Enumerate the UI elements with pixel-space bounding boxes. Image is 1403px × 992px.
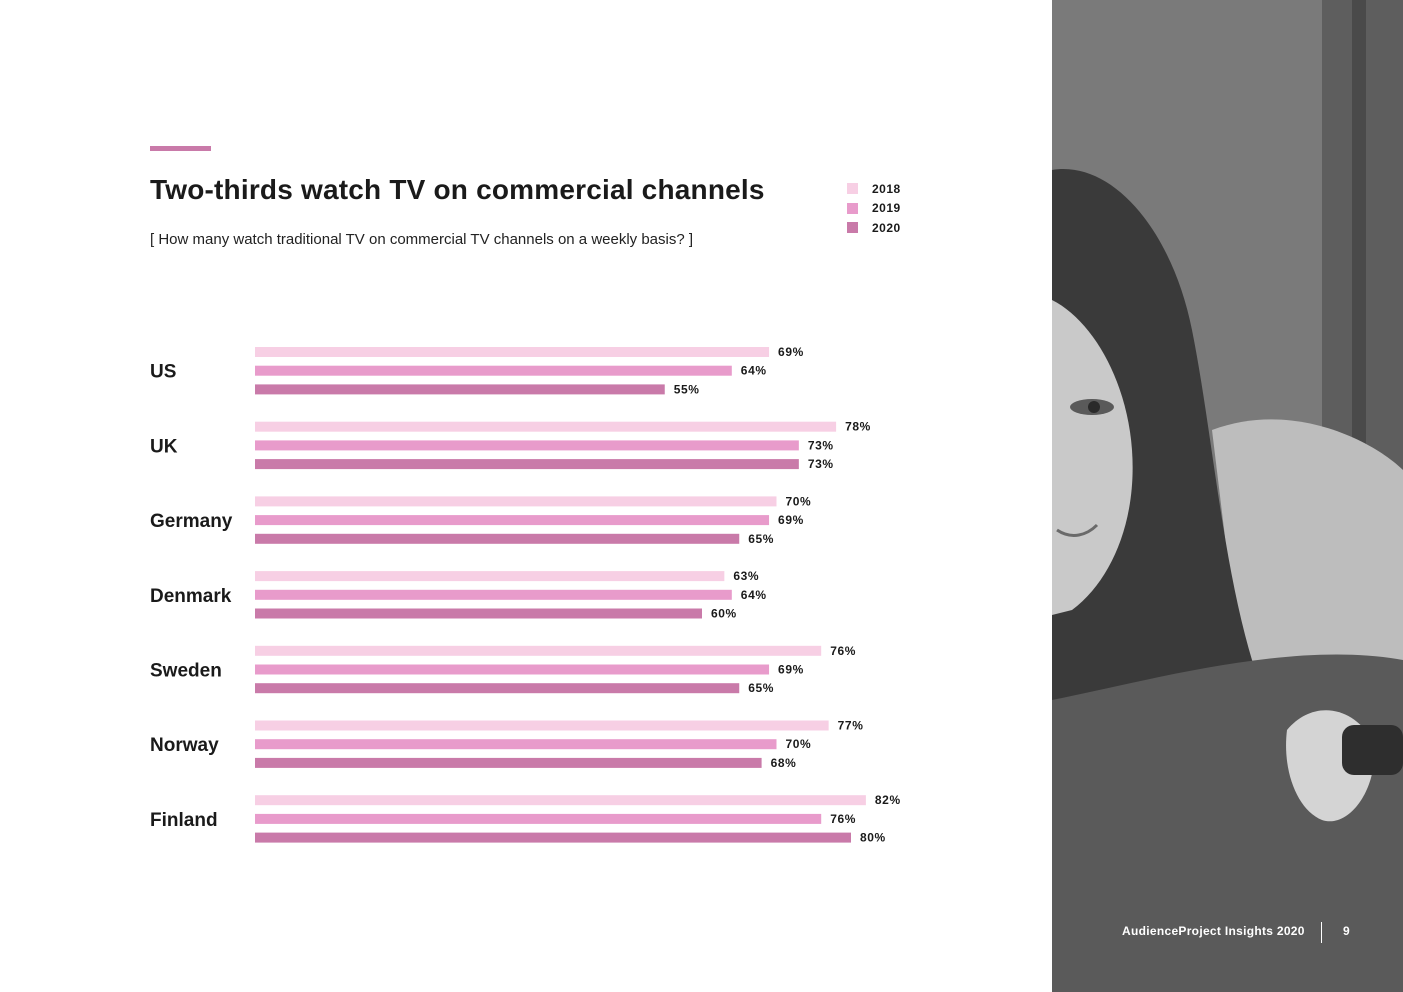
bar-denmark-2020 [255,608,702,619]
legend-swatch [847,202,858,214]
footer-divider [1321,922,1322,943]
category-label-denmark: Denmark [150,586,232,607]
legend-item-2020: 2020 [847,218,901,238]
bar-norway-2020 [255,757,762,768]
bar-us-2020 [255,384,665,395]
publication-name: AudienceProject Insights 2020 [1122,924,1305,938]
woman-with-remote-photo [1052,0,1403,992]
category-label-sweden: Sweden [150,661,222,682]
value-label-denmark-2020: 60% [711,607,737,621]
legend-item-2018: 2018 [847,179,901,199]
value-label-uk-2020: 73% [808,457,834,471]
bar-us-2018 [255,347,770,357]
chart-subtitle: [ How many watch traditional TV on comme… [150,231,694,248]
category-label-us: US [150,362,176,383]
value-label-denmark-2018: 63% [733,569,759,583]
legend-label: 2019 [872,201,901,216]
category-label-germany: Germany [150,511,233,532]
bar-finland-2020 [255,832,851,843]
title-accent-bar [150,146,211,151]
bar-germany-2020 [255,533,740,544]
bar-sweden-2019 [255,664,770,675]
legend-item-2019: 2019 [847,199,901,219]
value-label-germany-2018: 70% [786,494,812,508]
legend-swatch [847,183,858,195]
bar-denmark-2018 [255,571,725,582]
legend: 2018 2019 2020 [847,179,901,238]
value-label-finland-2019: 76% [830,812,856,826]
bar-norway-2019 [255,739,777,750]
bar-uk-2019 [255,440,799,451]
value-label-us-2019: 64% [741,364,767,378]
bar-germany-2019 [255,515,770,526]
category-label-uk: UK [150,436,178,457]
value-label-norway-2018: 77% [838,719,864,733]
bar-uk-2018 [255,421,837,432]
bar-norway-2018 [255,720,829,731]
bar-denmark-2019 [255,589,732,600]
legend-label: 2018 [872,181,901,196]
category-label-norway: Norway [150,735,219,756]
value-label-us-2018: 69% [778,345,804,359]
value-label-uk-2018: 78% [845,420,871,434]
value-label-sweden-2018: 76% [830,644,856,658]
photo-illustration [1052,0,1403,992]
bar-sweden-2018 [255,645,822,656]
category-label-finland: Finland [150,810,218,831]
bar-uk-2020 [255,459,799,470]
bar-sweden-2020 [255,683,740,694]
value-label-norway-2019: 70% [786,737,812,751]
value-label-finland-2018: 82% [875,793,901,807]
value-label-uk-2019: 73% [808,438,834,452]
value-label-us-2020: 55% [674,382,700,396]
bar-finland-2019 [255,813,822,824]
value-label-denmark-2019: 64% [741,588,767,602]
value-label-germany-2020: 65% [748,532,774,546]
value-label-germany-2019: 69% [778,513,804,527]
bar-germany-2018 [255,496,777,507]
page-number: 9 [1343,924,1350,938]
value-label-sweden-2020: 65% [748,681,774,695]
legend-label: 2020 [872,220,901,235]
value-label-norway-2020: 68% [771,756,797,770]
bar-us-2019 [255,365,732,376]
bar-chart: US 69% 64% 55% UK 78% 73% 73% Germany 70% 69% 65% De… [150,345,901,845]
legend-swatch [847,222,858,234]
value-label-sweden-2019: 69% [778,663,804,677]
bar-finland-2018 [255,795,866,806]
chart-title: Two-thirds watch TV on commercial channe… [150,174,765,205]
value-label-finland-2020: 80% [860,831,886,845]
